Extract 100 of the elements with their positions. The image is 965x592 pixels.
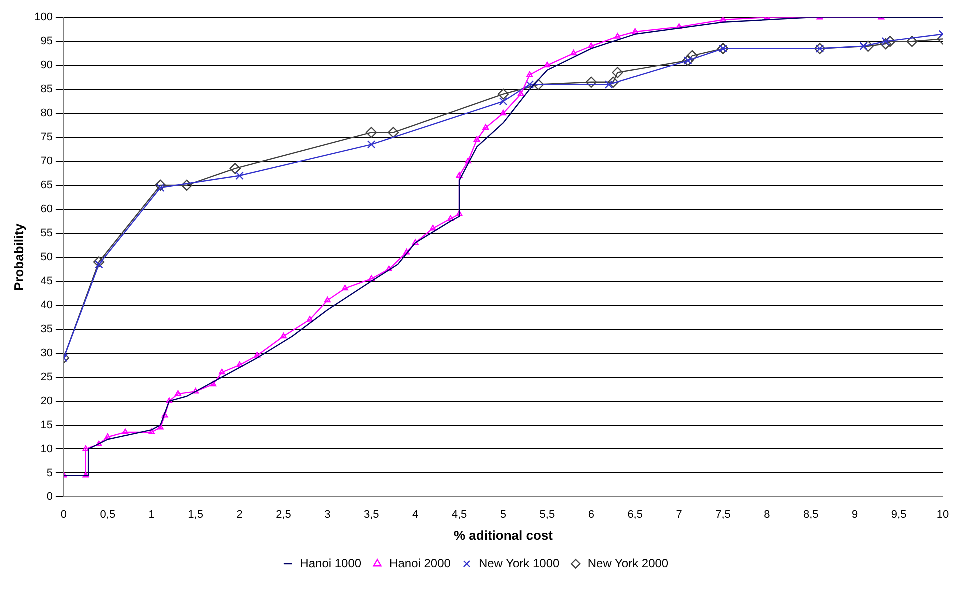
x-tick-label: 3,5 [364, 508, 380, 521]
point [94, 256, 105, 268]
x-tick-label: 8,5 [803, 508, 819, 521]
x-tick-label: 0,5 [100, 508, 116, 521]
point [586, 76, 597, 88]
point [122, 428, 129, 435]
point [82, 446, 90, 452]
point [342, 284, 348, 291]
legend-label: New York 1000 [478, 556, 560, 570]
point [482, 124, 490, 130]
point [386, 266, 392, 272]
point [157, 424, 164, 430]
y-tick-label: 60 [40, 203, 53, 216]
x-tick-label: 8 [764, 508, 770, 521]
y-tick-label: 0 [46, 491, 53, 504]
point [324, 296, 331, 303]
y-tick-label: 65 [40, 179, 53, 192]
point [518, 90, 524, 96]
point [368, 275, 375, 282]
x-tick-label: 5 [500, 508, 507, 521]
legend-label: Hanoi 2000 [390, 556, 452, 570]
x-tick-label: 10 [936, 508, 950, 521]
point [720, 18, 726, 22]
point [236, 362, 243, 368]
point [192, 388, 200, 394]
x-tick-label: 1 [148, 508, 155, 521]
x-tick-label: 5,5 [540, 508, 556, 521]
x-tick-label: 0 [60, 508, 68, 521]
y-tick-label: 50 [40, 251, 53, 264]
point [230, 163, 241, 174]
x-axis-title: % aditional cost [454, 528, 554, 543]
point [588, 42, 595, 48]
point [544, 62, 551, 68]
point [882, 37, 890, 46]
x-tick-label: 2,5 [276, 508, 292, 521]
point [533, 79, 544, 90]
point [430, 225, 436, 231]
point [96, 440, 102, 447]
point [148, 428, 156, 435]
point [499, 97, 508, 106]
point [686, 50, 698, 62]
y-tick-label: 70 [40, 156, 53, 168]
point [604, 80, 614, 89]
point [280, 332, 287, 339]
y-tick-label: 30 [40, 347, 53, 360]
y-tick-label: 15 [40, 419, 53, 432]
x-tick-label: 2 [236, 508, 243, 521]
x-tick-label: 9,5 [891, 508, 907, 521]
point [570, 50, 577, 56]
y-tick-label: 85 [40, 84, 53, 96]
x-tick-label: 3 [324, 508, 331, 521]
x-tick-label: 4 [412, 508, 419, 521]
point [94, 260, 104, 269]
point [448, 215, 454, 222]
y-tick-label: 95 [40, 36, 53, 48]
point [612, 67, 624, 78]
point [306, 316, 314, 322]
y-tick-label: 75 [40, 132, 53, 144]
point [236, 172, 244, 180]
point [500, 110, 507, 116]
y-tick-label: 20 [40, 395, 53, 408]
point [155, 180, 166, 192]
legend-label: New York 2000 [588, 556, 669, 570]
x-tick-label: 4,5 [452, 508, 468, 521]
point [254, 352, 261, 358]
point [104, 434, 112, 440]
point [632, 28, 639, 34]
point [474, 136, 480, 142]
point [526, 72, 534, 78]
point [608, 76, 619, 88]
point [884, 36, 896, 48]
point [676, 24, 682, 30]
y-tick-label: 5 [46, 467, 53, 480]
y-tick-label: 35 [40, 323, 53, 336]
point [366, 127, 378, 138]
point [456, 172, 463, 178]
point [82, 472, 90, 478]
point [862, 40, 874, 52]
x-tick-label: 7,5 [716, 508, 731, 521]
point [218, 368, 226, 375]
y-tick-label: 55 [40, 227, 53, 240]
point [181, 180, 193, 192]
point [175, 390, 182, 396]
point [860, 42, 868, 51]
x-tick-label: 6 [588, 508, 594, 521]
point [614, 33, 621, 39]
point [880, 38, 892, 50]
x-tick-label: 7 [676, 508, 682, 521]
point [210, 380, 217, 387]
y-tick-label: 10 [40, 443, 53, 456]
x-tick-label: 6,5 [628, 508, 643, 521]
y-tick-label: 45 [40, 275, 53, 288]
point [412, 239, 419, 246]
point [166, 398, 173, 404]
y-tick-label: 40 [40, 299, 53, 312]
point [906, 36, 918, 48]
y-tick-label: 80 [40, 108, 53, 120]
y-tick-label: 90 [40, 60, 53, 72]
point [465, 158, 472, 164]
point [367, 140, 376, 149]
